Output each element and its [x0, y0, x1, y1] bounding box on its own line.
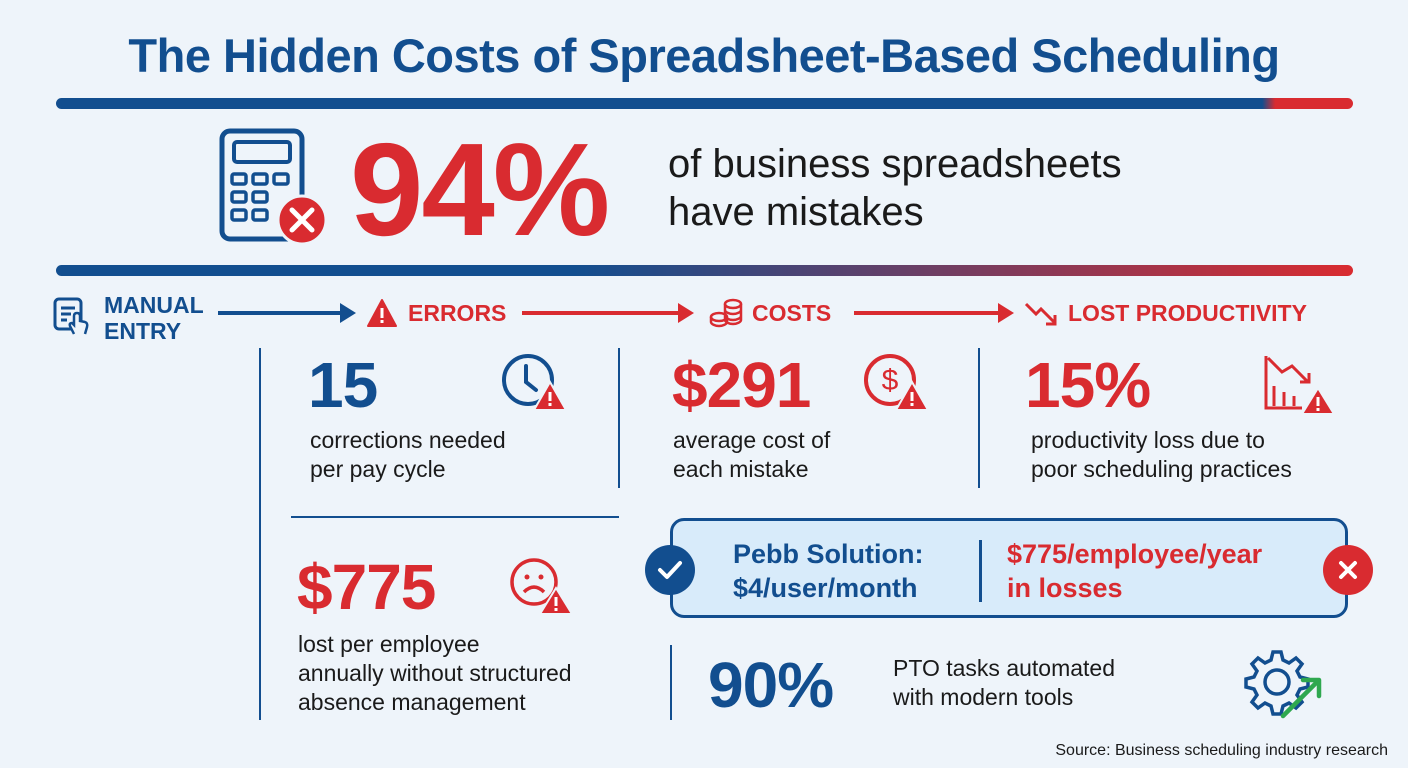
dollar-warning-icon: $: [862, 352, 932, 414]
productivity-loss-description: productivity loss due to poor scheduling…: [1031, 426, 1292, 484]
losses-comparison: $775/employee/year in losses: [1007, 537, 1262, 605]
section-divider: [56, 265, 1353, 276]
desc-line: annually without structured: [298, 660, 572, 686]
column-divider: [618, 348, 620, 488]
manual-entry-icon: [52, 296, 92, 336]
cost-per-mistake-description: average cost of each mistake: [673, 426, 830, 484]
desc-line: PTO tasks automated: [893, 655, 1116, 681]
flow-label-line-2: ENTRY: [104, 318, 182, 344]
automation-stat: 90%: [708, 649, 834, 721]
solution-label: Pebb Solution:: [733, 539, 924, 569]
solution-price: Pebb Solution: $4/user/month: [733, 537, 923, 605]
flow-arrow-1: [218, 311, 342, 315]
warning-icon: [366, 298, 398, 328]
flow-step-lost-productivity: LOST PRODUCTIVITY: [1068, 300, 1307, 326]
row-divider: [291, 516, 619, 518]
check-icon: [645, 545, 695, 595]
gear-growth-icon: [1243, 648, 1325, 724]
sad-face-warning-icon: [508, 556, 574, 618]
headline-description: of business spreadsheets have mistakes: [668, 140, 1122, 236]
arrowhead-icon: [678, 303, 694, 323]
desc-line: productivity loss due to: [1031, 427, 1265, 453]
column-divider: [259, 348, 261, 720]
close-icon: [1323, 545, 1373, 595]
losses-amount: $775/employee/year: [1007, 539, 1263, 569]
headline-line-1: of business spreadsheets: [668, 142, 1122, 186]
desc-line: poor scheduling practices: [1031, 456, 1292, 482]
desc-line: per pay cycle: [310, 456, 446, 482]
loss-per-employee-description: lost per employee annually without struc…: [298, 630, 572, 717]
desc-line: lost per employee: [298, 631, 480, 657]
automation-description: PTO tasks automated with modern tools: [893, 654, 1115, 712]
arrowhead-icon: [998, 303, 1014, 323]
solution-cost: $4/user/month: [733, 573, 918, 603]
flow-label-line-1: MANUAL: [104, 292, 204, 318]
flow-arrow-3: [854, 311, 1000, 315]
trend-down-icon: [1024, 300, 1060, 328]
losses-label: in losses: [1007, 573, 1123, 603]
desc-line: absence management: [298, 689, 526, 715]
cost-per-mistake-stat: $291: [672, 349, 811, 421]
clock-warning-icon: [500, 352, 570, 414]
page-title: The Hidden Costs of Spreadsheet-Based Sc…: [128, 29, 1280, 82]
corrections-stat: 15: [308, 349, 378, 421]
calculator-error-icon: [218, 128, 328, 246]
corrections-description: corrections needed per pay cycle: [310, 426, 506, 484]
svg-text:$: $: [882, 364, 899, 397]
desc-line: corrections needed: [310, 427, 506, 453]
headline-stat: 94%: [350, 116, 610, 263]
flow-arrow-2: [522, 311, 680, 315]
title-divider: [56, 98, 1353, 109]
productivity-loss-stat: 15%: [1025, 349, 1151, 421]
chart-down-warning-icon: [1262, 352, 1336, 416]
desc-line: with modern tools: [893, 684, 1074, 710]
solution-callout: [670, 518, 1348, 618]
loss-per-employee-stat: $775: [297, 551, 436, 623]
column-divider: [670, 645, 672, 720]
desc-line: average cost of: [673, 427, 831, 453]
headline-line-2: have mistakes: [668, 190, 924, 234]
flow-step-manual-entry: MANUAL ENTRY: [104, 292, 204, 344]
arrowhead-icon: [340, 303, 356, 323]
desc-line: each mistake: [673, 456, 809, 482]
source-note: Source: Business scheduling industry res…: [1055, 742, 1388, 759]
column-divider: [978, 348, 980, 488]
coins-icon: [708, 298, 744, 328]
flow-step-costs: COSTS: [752, 300, 832, 326]
flow-step-errors: ERRORS: [408, 300, 507, 326]
callout-divider: [979, 540, 982, 602]
